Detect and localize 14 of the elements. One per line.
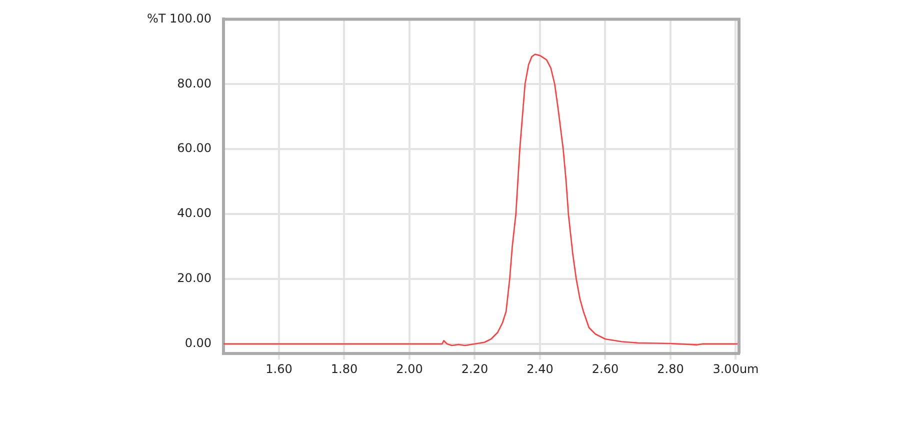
y-tick-label: 80.00 xyxy=(177,76,212,90)
x-tick-label: 1.60 xyxy=(266,362,292,376)
x-tick-label: 2.80 xyxy=(657,362,684,376)
x-tick-label: 2.40 xyxy=(526,362,554,376)
x-tick-label: 2.20 xyxy=(461,362,488,376)
y-tick-label: 40.00 xyxy=(177,206,212,220)
x-tick-label: 2.60 xyxy=(592,362,619,376)
y-tick-label: 60.00 xyxy=(177,141,212,156)
x-tick-label: 2.00 xyxy=(396,362,423,376)
x-tick-label: 1.80 xyxy=(330,362,358,376)
y-tick-label: 0.00 xyxy=(184,336,212,350)
y-tick-label: %T 100.00 xyxy=(146,11,212,26)
x-tick-label: 3.00um xyxy=(712,362,759,376)
y-tick-label: 20.00 xyxy=(177,271,212,286)
